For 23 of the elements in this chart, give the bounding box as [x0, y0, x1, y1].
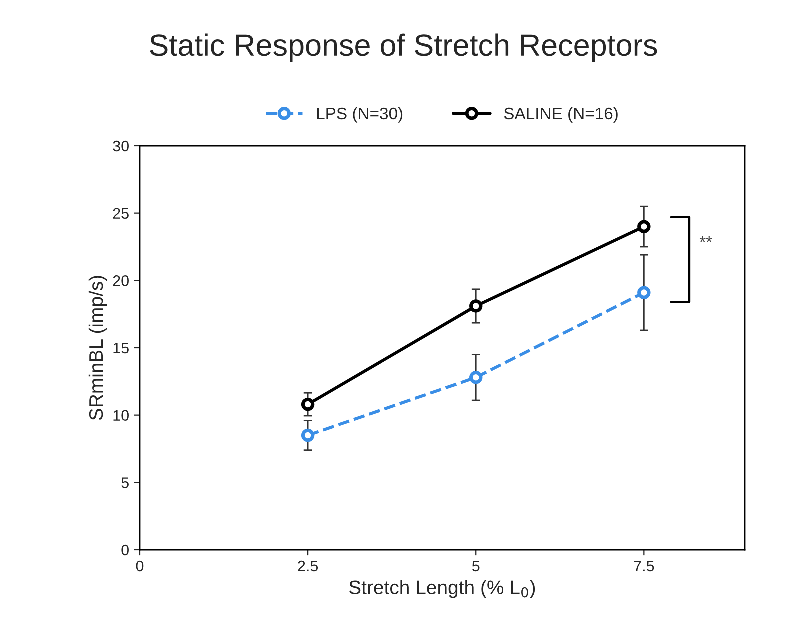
x-tick-label: 5: [472, 560, 480, 572]
x-axis-title: Stretch Length (% L$_{0}$): [349, 580, 536, 598]
point: [301, 398, 315, 412]
y-tick-label: 5: [122, 478, 129, 488]
x-tick-label: 7.5: [634, 560, 654, 572]
point: [301, 428, 315, 442]
point: [470, 300, 483, 313]
y-tick-label: 15: [114, 343, 129, 354]
y-tick-label: 0: [122, 544, 129, 556]
point: [470, 371, 483, 384]
y-axis-title: SRminBL (imp/s): [88, 276, 108, 420]
y-tick-label: 30: [113, 140, 129, 152]
point: [638, 286, 651, 300]
x-tick-label: 2.5: [298, 560, 318, 572]
annotation: **: [700, 236, 712, 242]
legend-label: SALINE (N=16): [504, 107, 618, 123]
x-tick-label: 0: [136, 560, 144, 572]
y-tick-label: 25: [113, 208, 129, 220]
point: [638, 220, 651, 234]
y-tick-label: 10: [114, 410, 129, 422]
chart-title: Static Response of Stretch Receptors: [150, 34, 658, 62]
legend-label: LPS (N=30): [317, 107, 403, 123]
y-tick-label: 20: [113, 276, 129, 286]
